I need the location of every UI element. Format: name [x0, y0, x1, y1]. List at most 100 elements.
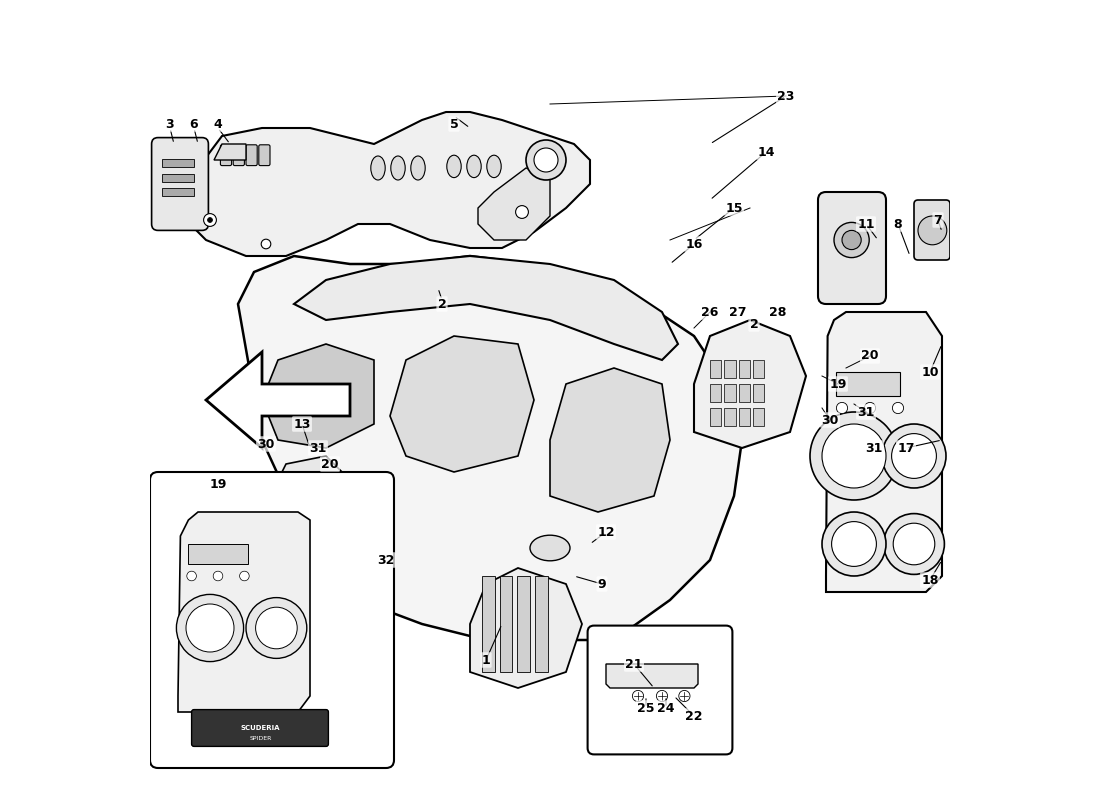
Text: 28: 28	[769, 306, 786, 318]
Bar	[725, 360, 736, 378]
FancyBboxPatch shape	[191, 710, 329, 746]
Bar	[162, 174, 194, 182]
Text: 15: 15	[725, 202, 742, 214]
Circle shape	[918, 216, 947, 245]
Text: 19: 19	[829, 378, 847, 390]
Text: 20: 20	[861, 350, 879, 362]
Text: 25: 25	[637, 702, 654, 714]
Text: 21: 21	[625, 658, 642, 670]
Circle shape	[261, 239, 271, 249]
Circle shape	[632, 690, 644, 702]
Text: 3: 3	[166, 118, 174, 130]
Text: 9: 9	[597, 578, 606, 590]
Circle shape	[176, 594, 243, 662]
Bar	[739, 384, 750, 402]
Circle shape	[186, 604, 234, 652]
FancyBboxPatch shape	[818, 192, 886, 304]
Bar	[725, 408, 736, 426]
Circle shape	[516, 206, 528, 218]
Polygon shape	[270, 456, 358, 576]
Bar	[754, 408, 764, 426]
Bar	[754, 360, 764, 378]
Bar	[535, 576, 548, 672]
Circle shape	[893, 523, 935, 565]
Polygon shape	[190, 112, 590, 256]
Circle shape	[842, 230, 861, 250]
Text: 18: 18	[922, 574, 938, 586]
Polygon shape	[238, 256, 743, 640]
Circle shape	[255, 607, 297, 649]
FancyBboxPatch shape	[587, 626, 733, 754]
FancyBboxPatch shape	[220, 145, 232, 166]
FancyBboxPatch shape	[152, 138, 208, 230]
Polygon shape	[606, 664, 698, 688]
FancyBboxPatch shape	[258, 145, 270, 166]
Text: 4: 4	[213, 118, 222, 130]
Bar	[499, 576, 513, 672]
Polygon shape	[470, 568, 582, 688]
FancyBboxPatch shape	[246, 145, 257, 166]
Circle shape	[526, 140, 566, 180]
Circle shape	[822, 424, 886, 488]
Bar	[482, 576, 495, 672]
Text: 8: 8	[893, 218, 902, 230]
Ellipse shape	[466, 155, 481, 178]
Circle shape	[208, 218, 212, 222]
Text: 12: 12	[597, 526, 615, 538]
Text: 11: 11	[857, 218, 874, 230]
Text: 31: 31	[857, 406, 874, 418]
Text: 10: 10	[922, 366, 938, 378]
Bar	[836, 372, 900, 396]
Polygon shape	[390, 336, 534, 472]
Text: SCUDERIA: SCUDERIA	[241, 725, 280, 731]
Circle shape	[187, 571, 197, 581]
Polygon shape	[826, 312, 942, 592]
Text: SPIDER: SPIDER	[250, 736, 272, 741]
Bar	[162, 188, 194, 196]
Text: 19: 19	[209, 478, 227, 490]
Circle shape	[246, 598, 307, 658]
Text: 31: 31	[309, 442, 327, 454]
Text: 22: 22	[685, 710, 703, 722]
Circle shape	[240, 571, 250, 581]
Bar	[162, 159, 194, 167]
Circle shape	[822, 512, 886, 576]
Circle shape	[892, 434, 936, 478]
Circle shape	[882, 424, 946, 488]
Ellipse shape	[530, 535, 570, 561]
FancyBboxPatch shape	[914, 200, 950, 260]
Ellipse shape	[447, 155, 461, 178]
Text: passionforparts.com: passionforparts.com	[384, 432, 716, 608]
Polygon shape	[214, 144, 246, 160]
Text: 31: 31	[866, 442, 882, 454]
Bar	[710, 384, 722, 402]
Text: 24: 24	[658, 702, 674, 714]
Text: 23: 23	[778, 90, 794, 102]
Polygon shape	[550, 368, 670, 512]
Polygon shape	[206, 352, 350, 448]
Text: 1: 1	[482, 654, 491, 666]
Text: 32: 32	[377, 554, 395, 566]
Polygon shape	[478, 168, 550, 240]
Text: 5: 5	[450, 118, 459, 130]
Ellipse shape	[390, 156, 405, 180]
Circle shape	[213, 571, 223, 581]
Circle shape	[679, 690, 690, 702]
Ellipse shape	[487, 155, 502, 178]
Bar	[754, 384, 764, 402]
Text: 20: 20	[321, 458, 339, 470]
Circle shape	[657, 690, 668, 702]
Text: 13: 13	[294, 418, 310, 430]
Bar	[739, 360, 750, 378]
Circle shape	[810, 412, 898, 500]
Polygon shape	[254, 536, 326, 608]
Text: #85: #85	[460, 550, 528, 602]
Bar	[710, 360, 722, 378]
FancyBboxPatch shape	[233, 145, 244, 166]
Polygon shape	[178, 512, 310, 712]
Circle shape	[204, 214, 217, 226]
Text: 14: 14	[757, 146, 774, 158]
Text: passionforparts.com: passionforparts.com	[384, 376, 716, 552]
Polygon shape	[294, 256, 678, 360]
Bar	[710, 408, 722, 426]
